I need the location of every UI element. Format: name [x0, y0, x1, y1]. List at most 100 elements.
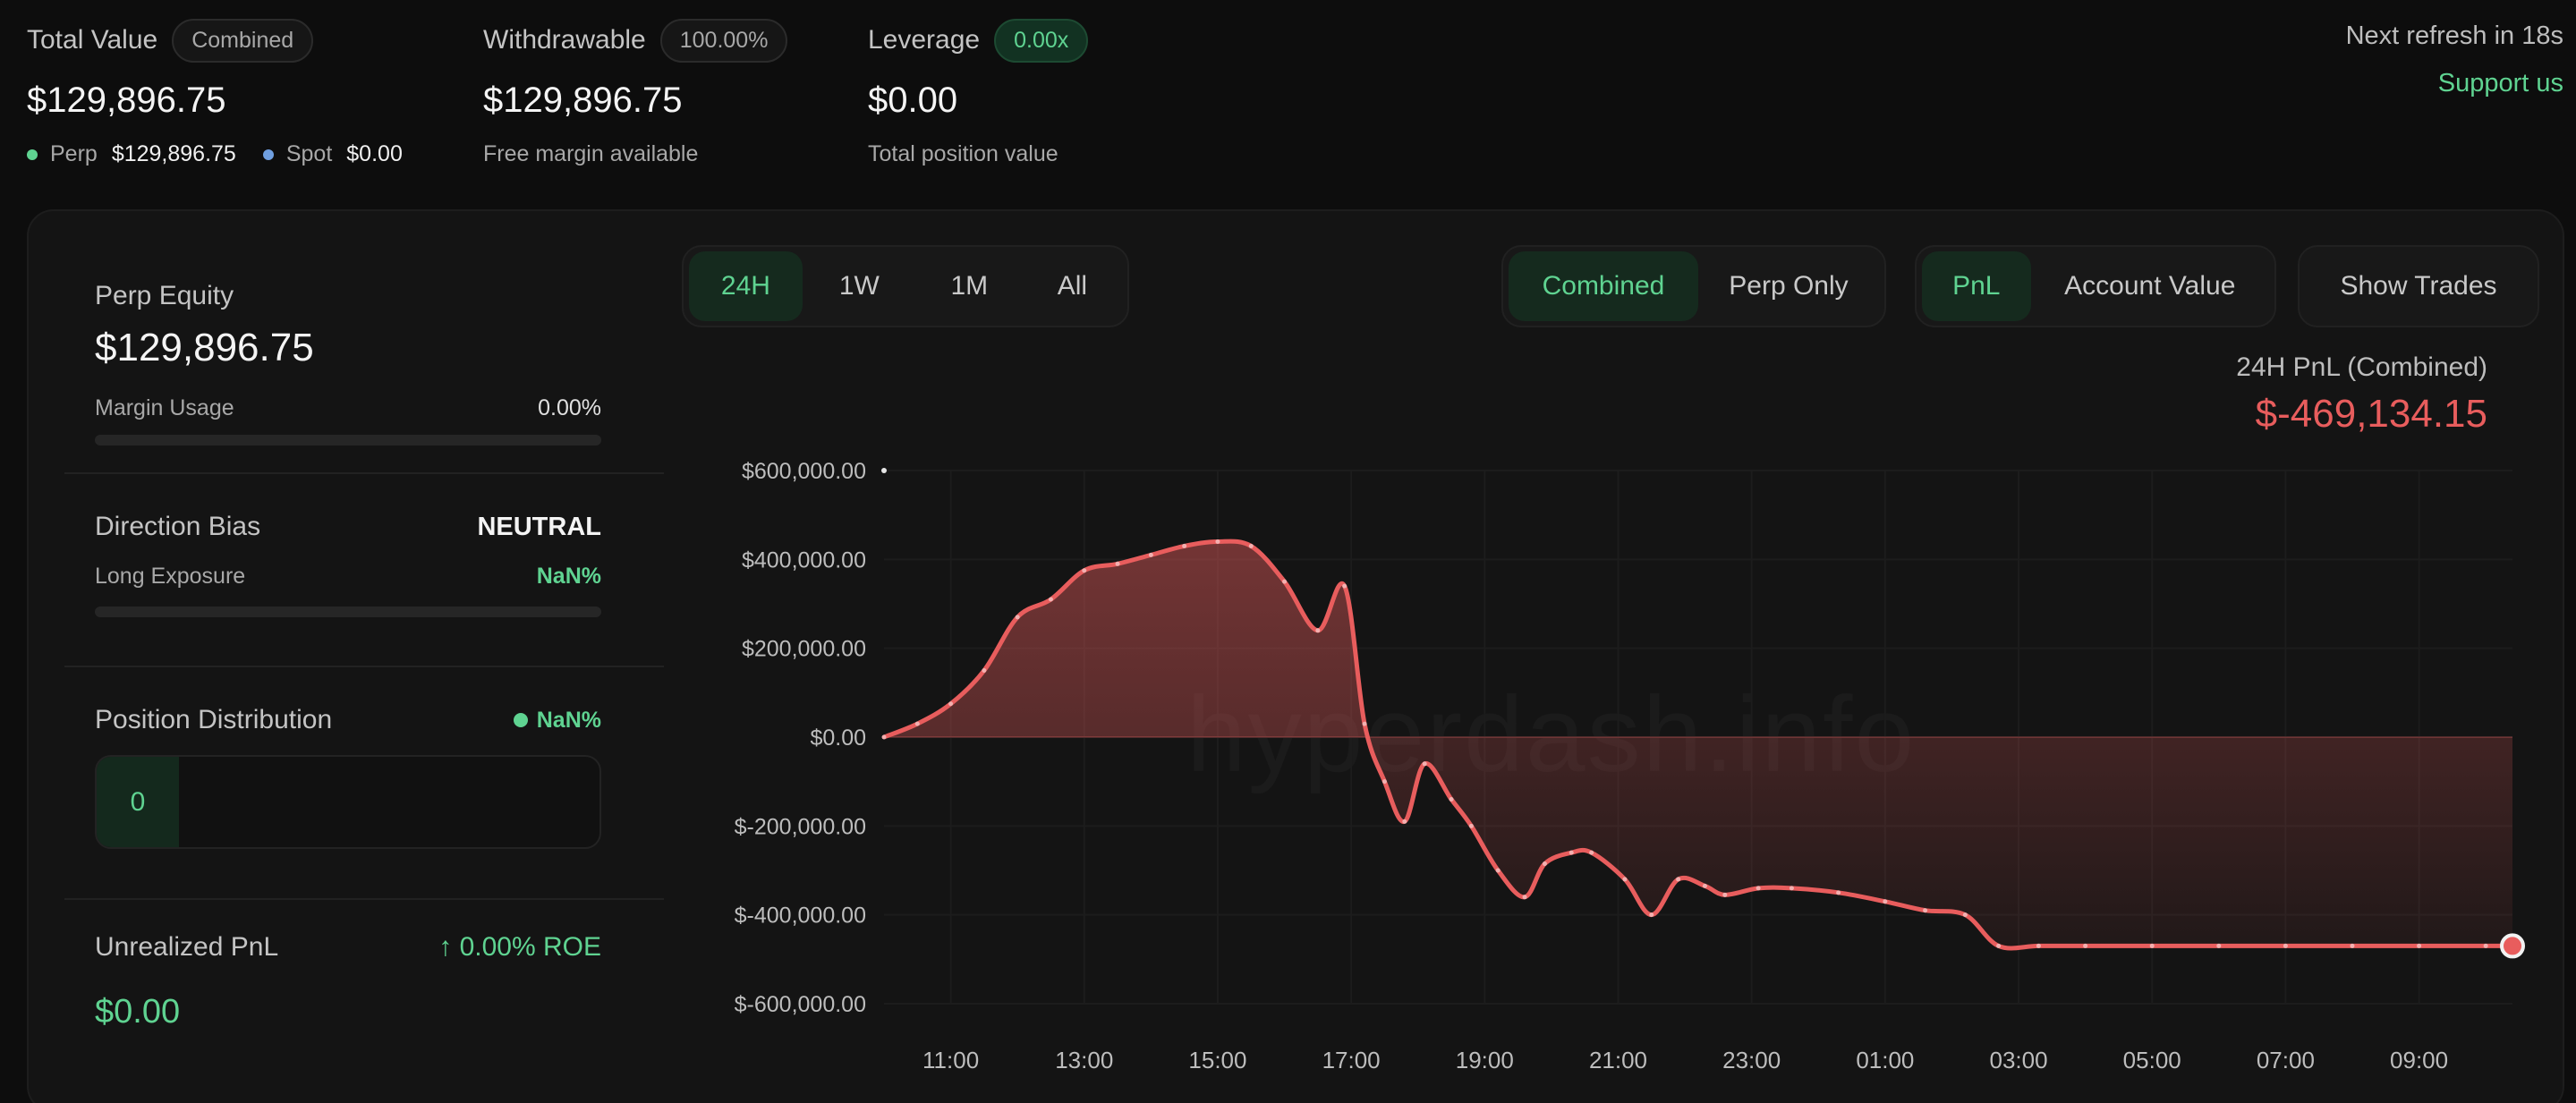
show-trades-button[interactable]: Show Trades [2340, 271, 2497, 301]
pnl-data-point [1542, 861, 1547, 867]
pnl-data-point [1182, 543, 1187, 548]
spot-label: Spot [285, 141, 333, 166]
pnl-data-point [1622, 877, 1628, 882]
spot-dot-icon [262, 148, 274, 160]
long-exposure-row: Long Exposure NaN% [95, 564, 601, 590]
position-distribution-percent: NaN% [536, 707, 601, 733]
pnl-data-point [881, 734, 887, 740]
pnl-data-point [1722, 892, 1728, 897]
total-value-label: Total Value [27, 25, 158, 55]
margin-usage-value: 0.00% [538, 395, 601, 420]
x-tick-label: 05:00 [2123, 1047, 2181, 1073]
perp-only-button[interactable]: Perp Only [1729, 271, 1849, 301]
y-tick-label: $400,000.00 [742, 547, 866, 573]
x-tick-label: 01:00 [1856, 1047, 1914, 1073]
x-tick-label: 21:00 [1589, 1047, 1647, 1073]
direction-bias-block: Direction Bias NEUTRAL Long Exposure NaN… [64, 472, 664, 660]
pnl-data-point [1676, 877, 1681, 882]
margin-usage-bar [95, 435, 601, 445]
pnl-latest-point [2500, 933, 2525, 959]
position-distribution-label: Position Distribution [95, 705, 333, 734]
pnl-data-point [1649, 912, 1654, 918]
pnl-data-point [2417, 943, 2422, 948]
pnl-data-point [1789, 886, 1794, 891]
show-trades-wrapper: Show Trades [2298, 245, 2539, 327]
y-tick-label: $-600,000.00 [735, 992, 866, 1017]
roe-value: ↑ 0.00% ROE [438, 932, 601, 962]
pnl-data-point [1468, 823, 1474, 828]
unrealized-pnl-label: Unrealized PnL [95, 932, 279, 962]
pnl-data-point [2216, 943, 2222, 948]
pnl-data-point [1282, 579, 1288, 584]
pnl-data-point [1402, 819, 1407, 824]
long-exposure-bar [95, 607, 601, 617]
x-tick-label: 13:00 [1055, 1047, 1113, 1073]
y-tick-label: $0.00 [810, 725, 866, 751]
pnl-data-point [2083, 943, 2088, 948]
pnl-data-point [1082, 568, 1087, 573]
pnl-data-point [982, 668, 987, 673]
long-exposure-value: NaN% [536, 564, 601, 589]
pnl-data-point [1996, 943, 2002, 948]
pnl-data-point [1522, 895, 1527, 900]
support-us-link[interactable]: Support us [2437, 69, 2563, 98]
pnl-data-point [1883, 899, 1888, 904]
pnl-data-point [1215, 539, 1220, 544]
total-value-mode-pill[interactable]: Combined [172, 18, 314, 63]
position-distribution-block: Position Distribution NaN% 0 [64, 666, 664, 880]
range-24h-button[interactable]: 24H [689, 251, 803, 321]
scope-selector: Combined Perp Only [1501, 245, 1886, 327]
x-tick-label: 15:00 [1188, 1047, 1246, 1073]
y-tick-label: $600,000.00 [742, 459, 866, 484]
pnl-button[interactable]: PnL [1922, 251, 2031, 321]
unrealized-pnl-row: Unrealized PnL ↑ 0.00% ROE [95, 932, 601, 963]
leverage-card: Leverage 0.00x $0.00 Total position valu… [868, 18, 1089, 167]
direction-bias-row: Direction Bias NEUTRAL [95, 512, 601, 542]
pnl-data-point [1589, 850, 1594, 855]
pnl-data-point [914, 721, 920, 726]
combined-button[interactable]: Combined [1509, 251, 1698, 321]
withdrawable-amount: $129,896.75 [483, 81, 683, 120]
account-summary: Total Value Combined $129,896.75 Perp $1… [0, 0, 2576, 206]
chart-header-label: 24H PnL (Combined) [2236, 352, 2487, 382]
total-value-amount: $129,896.75 [27, 81, 226, 120]
account-value-button[interactable]: Account Value [2064, 271, 2236, 301]
pnl-data-point [1569, 850, 1574, 855]
pnl-data-point [1015, 615, 1020, 620]
pnl-data-point [1115, 561, 1120, 566]
direction-bias-value: NEUTRAL [477, 512, 601, 541]
pnl-data-point [1495, 868, 1501, 873]
range-1w-button[interactable]: 1W [838, 271, 880, 301]
pnl-chart[interactable]: $600,000.00 $400,000.00 $200,000.00 $0.00 $-… [29, 211, 2566, 1103]
pnl-data-point [1756, 886, 1761, 891]
perp-equity-value: $129,896.75 [95, 326, 314, 369]
pnl-data-point [1148, 552, 1153, 557]
margin-usage-row: Margin Usage 0.00% [95, 395, 601, 421]
x-tick-label: 19:00 [1456, 1047, 1514, 1073]
perp-value: $129,896.75 [111, 141, 236, 166]
y-tick-label: $-200,000.00 [735, 814, 866, 839]
divider [64, 472, 664, 474]
margin-usage-label: Margin Usage [95, 395, 234, 420]
pnl-data-point [1362, 721, 1367, 726]
pnl-data-point [948, 701, 954, 707]
pnl-data-point [2149, 943, 2155, 948]
portfolio-panel: Perp Equity $129,896.75 Margin Usage 0.0… [27, 209, 2564, 1103]
x-tick-label: 03:00 [1989, 1047, 2047, 1073]
position-distribution-row: Position Distribution NaN% [95, 705, 601, 735]
perp-label: Perp [50, 141, 98, 166]
status-dot-icon [513, 712, 528, 727]
withdrawable-pill: 100.00% [659, 18, 788, 63]
spot-value: $0.00 [346, 141, 403, 166]
range-1m-button[interactable]: 1M [950, 271, 989, 301]
perp-dot-icon [27, 148, 38, 160]
long-exposure-label: Long Exposure [95, 564, 246, 589]
pnl-data-point [1962, 912, 1968, 918]
range-all-button[interactable]: All [1057, 271, 1088, 301]
position-distribution-value: NaN% [513, 707, 601, 734]
pnl-data-point [2350, 943, 2355, 948]
x-tick-label: 07:00 [2257, 1047, 2315, 1073]
withdrawable-card: Withdrawable 100.00% $129,896.75 Free ma… [483, 18, 788, 167]
pnl-data-point [1923, 908, 1928, 913]
pnl-data-point [2283, 943, 2288, 948]
